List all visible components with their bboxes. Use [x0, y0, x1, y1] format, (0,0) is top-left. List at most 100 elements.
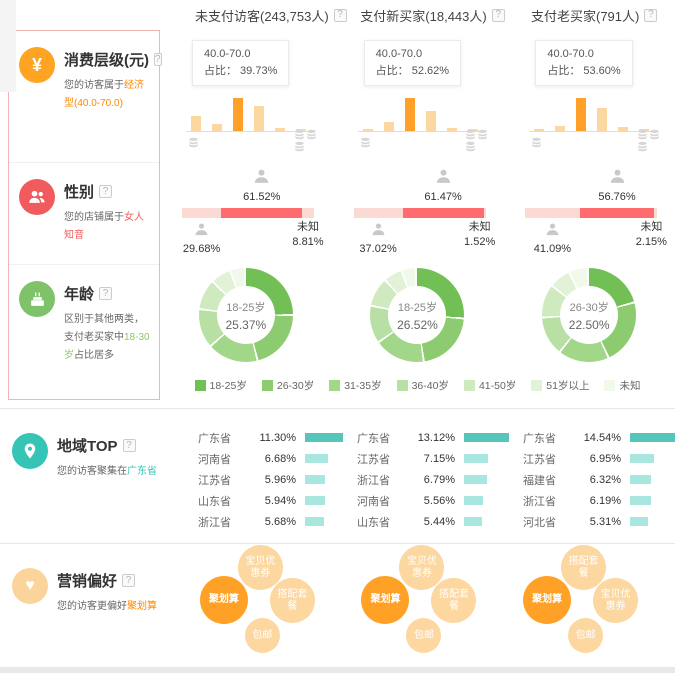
legend-item[interactable]: 31-35岁: [329, 378, 382, 393]
consumption-chart-unpaid[interactable]: 40.0-70.0 占比： 39.73%: [160, 30, 332, 162]
page-bottom-strip: [0, 667, 675, 673]
legend-item[interactable]: 未知: [604, 378, 640, 393]
province-name: 广东省: [523, 432, 556, 445]
preference-bubble[interactable]: 聚划算: [361, 576, 410, 624]
help-icon[interactable]: ?: [491, 8, 505, 22]
female-segment[interactable]: [579, 208, 655, 218]
gender-stacked-bar[interactable]: [182, 208, 314, 218]
donut-center: 18-25岁 25.37%: [216, 286, 275, 344]
province-bar[interactable]: [464, 517, 482, 526]
legend-item[interactable]: 51岁以上: [531, 378, 589, 393]
consumption-bar[interactable]: [446, 128, 457, 131]
consumption-bar[interactable]: [275, 128, 285, 131]
consumption-chart-old[interactable]: 40.0-70.0 占比： 53.60%: [503, 30, 675, 162]
preference-bubble[interactable]: 包邮: [568, 618, 604, 653]
consumption-bar[interactable]: [404, 98, 415, 131]
male-segment[interactable]: [525, 208, 580, 218]
age-donut-new[interactable]: 18-25岁 26.52%: [332, 264, 504, 370]
province-bar[interactable]: [305, 433, 343, 442]
male-share: 41.09%: [522, 222, 582, 258]
help-icon[interactable]: ?: [333, 8, 347, 22]
province-bar[interactable]: [630, 475, 651, 484]
gender-stacked-bar[interactable]: [525, 208, 658, 218]
preference-bubble[interactable]: 搭配套餐: [431, 578, 477, 623]
unknown-segment[interactable]: [483, 208, 486, 218]
help-icon[interactable]: ?: [99, 185, 113, 198]
male-share: 37.02%: [348, 222, 408, 258]
consumption-bar-chart[interactable]: [357, 98, 480, 132]
legend-item[interactable]: 41-50岁: [463, 378, 516, 393]
consumption-bar[interactable]: [362, 129, 373, 131]
province-name: 浙江省: [198, 516, 231, 529]
province-bar[interactable]: [305, 517, 324, 526]
female-segment[interactable]: [221, 208, 303, 218]
unknown-segment[interactable]: [302, 208, 314, 218]
help-icon[interactable]: ?: [122, 439, 136, 452]
help-icon[interactable]: ?: [99, 287, 113, 300]
consumption-bar[interactable]: [576, 98, 587, 131]
consumption-bar[interactable]: [425, 111, 436, 131]
consumption-bar[interactable]: [597, 108, 608, 131]
consumption-bar[interactable]: [254, 106, 264, 131]
female-segment[interactable]: [402, 208, 484, 218]
legend-item[interactable]: 26-30岁: [261, 378, 314, 393]
consumption-bar[interactable]: [383, 122, 394, 131]
region-list-unpaid: 广东省 11.30% 河南省 6.68% 江苏省 5.96% 山东省 5.94% 浙江省 5.68…: [190, 409, 349, 535]
help-icon[interactable]: ?: [644, 8, 658, 22]
consumption-bar-chart[interactable]: [186, 98, 308, 132]
gender-stacked-bar[interactable]: [353, 208, 486, 218]
age-donut-old[interactable]: 26-30岁 22.50%: [503, 264, 675, 370]
header-new-buyers: 支付新买家(18,443人) ?: [352, 6, 514, 25]
preference-bubble[interactable]: 宝贝优惠券: [237, 545, 283, 590]
province-bar[interactable]: [305, 496, 325, 505]
province-bar[interactable]: [630, 496, 651, 505]
province-bar[interactable]: [464, 475, 487, 484]
province-bar[interactable]: [464, 433, 509, 442]
consumption-bar[interactable]: [618, 127, 629, 131]
location-pin-icon: [12, 433, 48, 469]
province-bar[interactable]: [630, 433, 675, 442]
preference-bubble[interactable]: 宝贝优惠券: [593, 578, 639, 623]
province-bar[interactable]: [305, 454, 328, 463]
preference-bubble[interactable]: 搭配套餐: [561, 545, 607, 590]
gender-chart-unpaid[interactable]: 61.52% 29.68% 未知 8.81%: [160, 162, 332, 264]
consumption-bar[interactable]: [555, 126, 566, 131]
consumption-bar[interactable]: [534, 129, 545, 131]
male-segment[interactable]: [353, 208, 403, 218]
preference-bubble[interactable]: 宝贝优惠券: [399, 545, 445, 590]
age-donut-chart[interactable]: 26-30岁 22.50%: [542, 268, 637, 362]
gender-chart-old[interactable]: 56.76% 41.09% 未知 2.15%: [503, 162, 675, 264]
consumption-bar-chart[interactable]: [529, 98, 652, 132]
consumption-bar[interactable]: [212, 124, 222, 131]
province-bar[interactable]: [464, 454, 488, 463]
preference-bubble[interactable]: 聚划算: [523, 576, 572, 624]
legend-item[interactable]: 18-25岁: [194, 378, 247, 393]
consumption-bar[interactable]: [191, 116, 201, 131]
province-bar[interactable]: [630, 517, 648, 526]
age-donut-chart[interactable]: 18-25岁 26.52%: [370, 268, 465, 362]
marketing-subtitle-text: 您的访客更偏好: [57, 601, 127, 612]
column-header-row: 未支付访客(243,753人) ? 支付新买家(18,443人) ? 支付老买家…: [0, 0, 675, 30]
help-icon[interactable]: ?: [122, 574, 136, 587]
unknown-segment[interactable]: [654, 208, 658, 218]
age-subtitle-highlight: 18-30岁: [64, 332, 150, 361]
province-bar[interactable]: [630, 454, 654, 463]
province-bar[interactable]: [464, 496, 483, 505]
province-percent: 5.44%: [423, 515, 455, 528]
preference-bubble[interactable]: 包邮: [244, 618, 280, 653]
heart-icon: ♥: [12, 568, 48, 604]
province-bar[interactable]: [305, 475, 325, 484]
legend-item[interactable]: 36-40岁: [396, 378, 449, 393]
consumption-bar[interactable]: [233, 98, 243, 131]
province-percent: 5.94%: [264, 494, 296, 507]
preference-bubble[interactable]: 搭配套餐: [269, 578, 315, 623]
unknown-percent: 8.81%: [292, 236, 324, 249]
preference-bubble[interactable]: 包邮: [406, 618, 442, 653]
male-segment[interactable]: [182, 208, 222, 218]
help-icon[interactable]: ?: [154, 53, 162, 66]
preference-bubble[interactable]: 聚划算: [199, 576, 248, 624]
age-donut-unpaid[interactable]: 18-25岁 25.37%: [160, 264, 332, 370]
gender-chart-new[interactable]: 61.47% 37.02% 未知 1.52%: [332, 162, 504, 264]
age-donut-chart[interactable]: 18-25岁 25.37%: [198, 268, 293, 362]
consumption-chart-new[interactable]: 40.0-70.0 占比： 52.62%: [332, 30, 504, 162]
